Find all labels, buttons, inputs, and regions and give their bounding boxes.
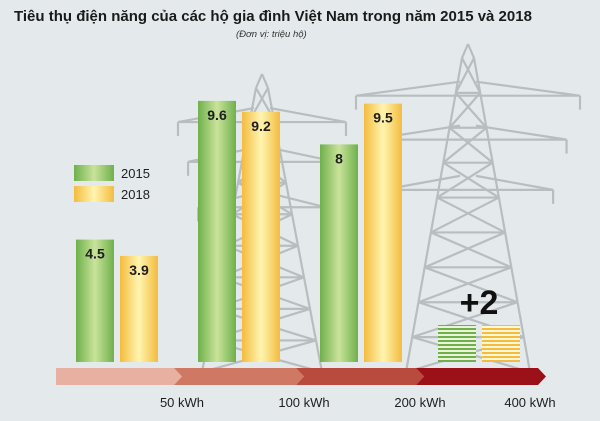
axis-segment-3 xyxy=(416,368,546,385)
x-tick-label-3: 400 kWh xyxy=(504,395,555,410)
legend-label-2015: 2015 xyxy=(121,166,150,181)
bar-2015-2 xyxy=(320,144,358,362)
x-axis-arrow: 50 kWh 100 kWh 200 kWh 400 kWh xyxy=(56,368,556,410)
bar-2015-1 xyxy=(198,100,236,362)
x-tick-label-0: 50 kWh xyxy=(160,395,204,410)
bar-value-label-2018-2: 9.5 xyxy=(373,110,393,126)
bar-2015-3 xyxy=(438,325,476,362)
axis-segment-2 xyxy=(296,368,424,385)
annotation-plus-two: +2 xyxy=(460,284,499,322)
bar-2018-2 xyxy=(364,103,402,362)
x-tick-label-1: 100 kWh xyxy=(278,395,329,410)
bar-value-label-2015-0: 4.5 xyxy=(85,246,105,262)
chart-subtitle: (Đơn vị: triệu hộ) xyxy=(236,29,307,40)
legend: 2015 2018 xyxy=(74,165,150,202)
bar-2018-3 xyxy=(482,325,520,362)
legend-swatch-2018 xyxy=(74,186,114,202)
bar-2015-0 xyxy=(76,239,114,362)
bar-value-label-2018-1: 9.2 xyxy=(251,118,271,134)
bar-2018-0 xyxy=(120,255,158,362)
bar-value-label-2018-0: 3.9 xyxy=(129,262,149,278)
bar-2018-1 xyxy=(242,111,280,362)
bar-value-label-2015-2: 8 xyxy=(335,150,343,166)
legend-swatch-2015 xyxy=(74,165,114,181)
legend-label-2018: 2018 xyxy=(121,187,150,202)
chart-title: Tiêu thụ điện năng của các hộ gia đình V… xyxy=(14,8,532,25)
bars-group: 4.5 9.6 8 3.9 9.2 9.5 +2 xyxy=(76,100,520,362)
axis-segment-0 xyxy=(56,368,182,385)
x-tick-label-2: 200 kWh xyxy=(394,395,445,410)
axis-segment-1 xyxy=(174,368,304,385)
bar-value-label-2015-1: 9.6 xyxy=(207,107,227,123)
